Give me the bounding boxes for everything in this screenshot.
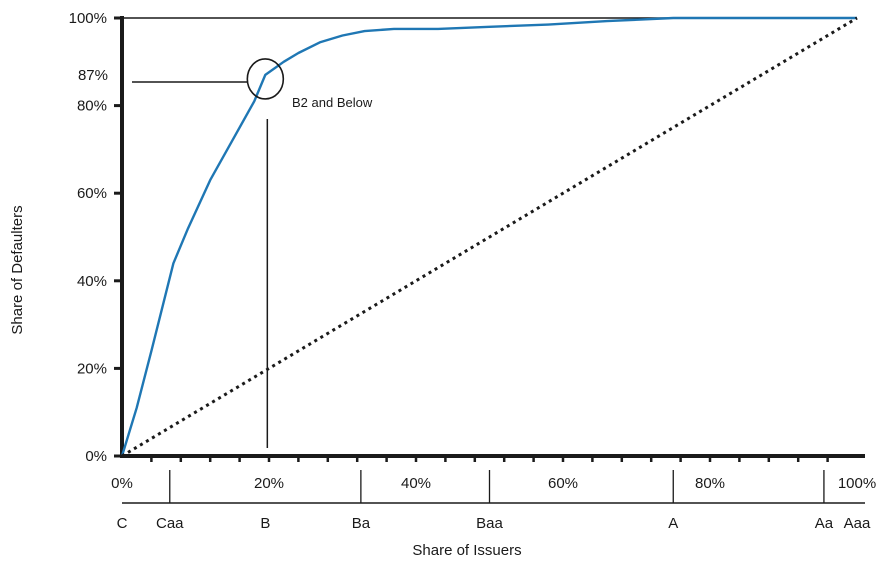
b2-and-below-label: B2 and Below	[292, 95, 373, 110]
y-tick-label-4: 80%	[77, 98, 107, 115]
cap-curve-line	[120, 16, 857, 457]
series-layer	[120, 16, 858, 458]
x-axis-title: Share of Issuers	[412, 542, 521, 559]
y-tick-label-3: 60%	[77, 185, 107, 202]
rating-label-6: Aa	[815, 515, 834, 532]
frame-layer	[120, 16, 865, 504]
rating-label-5: A	[668, 515, 678, 532]
y-tick-label-1: 20%	[77, 360, 107, 377]
rating-label-3: Ba	[352, 515, 371, 532]
rating-label-0: C	[117, 515, 128, 532]
highlight-circle	[246, 58, 285, 100]
x-tick-label-0: 0%	[111, 475, 133, 492]
y-axis-title: Share of Defaulters	[9, 205, 26, 334]
ticks-layer: 0% 20% 40% 60% 80% 100% 0% 20% 40% 60% 80% 100% C Caa…	[69, 10, 877, 532]
x-tick-label-3: 60%	[548, 475, 578, 492]
y-tick-label-5: 100%	[69, 10, 107, 27]
highlight-87-label: 87%	[78, 67, 108, 84]
annotation-layer	[132, 58, 285, 448]
x-tick-label-2: 40%	[401, 475, 431, 492]
rating-label-7: Aaa	[844, 515, 871, 532]
diagonal-reference-line	[121, 16, 858, 458]
y-tick-label-2: 40%	[77, 273, 107, 290]
rating-label-4: Baa	[476, 515, 503, 532]
x-tick-label-1: 20%	[254, 475, 284, 492]
rating-label-1: Caa	[156, 515, 184, 532]
rating-label-2: B	[260, 515, 270, 532]
x-tick-label-5: 100%	[838, 475, 876, 492]
y-tick-label-0: 0%	[85, 448, 107, 465]
x-tick-label-4: 80%	[695, 475, 725, 492]
